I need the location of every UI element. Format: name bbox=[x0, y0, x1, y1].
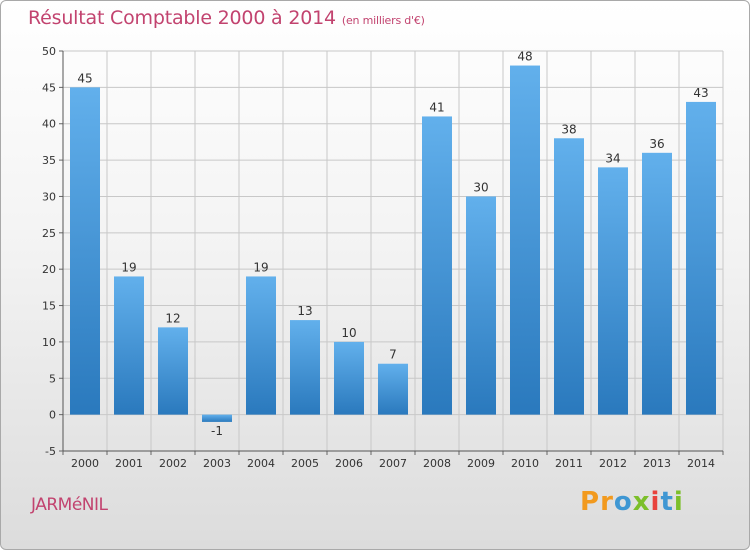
data-label: 19 bbox=[253, 260, 268, 274]
x-tick-label: 2009 bbox=[467, 457, 495, 470]
x-tick-label: 2002 bbox=[159, 457, 187, 470]
x-tick-label: 2010 bbox=[511, 457, 539, 470]
x-tick-label: 2012 bbox=[599, 457, 627, 470]
logo-letter: o bbox=[613, 487, 633, 517]
logo-letter: P bbox=[580, 487, 601, 517]
y-tick-label: 5 bbox=[49, 372, 56, 385]
bar-2009 bbox=[466, 196, 496, 415]
data-label: 30 bbox=[473, 180, 488, 194]
bar-2006 bbox=[334, 341, 364, 415]
x-tick-label: 2000 bbox=[71, 457, 99, 470]
x-tick-label: 2007 bbox=[379, 457, 407, 470]
chart-subtitle: (en milliers d'€) bbox=[341, 14, 425, 27]
bars bbox=[70, 65, 716, 422]
logo-letter: i bbox=[650, 487, 661, 517]
bar-2008 bbox=[422, 116, 452, 415]
data-label: 7 bbox=[389, 348, 397, 362]
proxiti-logo: Proxiti bbox=[580, 487, 684, 517]
bar-2007 bbox=[378, 363, 408, 415]
y-tick-label: 50 bbox=[42, 45, 56, 58]
bar-2004 bbox=[246, 276, 276, 415]
x-tick-label: 2013 bbox=[643, 457, 671, 470]
y-tick-label: 25 bbox=[42, 227, 56, 240]
logo-letter: r bbox=[600, 487, 614, 517]
labels: -5 0 5 10 15 20 25 30 35 40 45 50 45 2000 19 2001 12 2002… bbox=[42, 45, 715, 470]
data-label: 36 bbox=[649, 137, 664, 151]
bar-2002 bbox=[158, 327, 188, 415]
y-tick-label: 10 bbox=[42, 336, 56, 349]
bar-2001 bbox=[114, 276, 144, 415]
y-tick-label: 40 bbox=[42, 118, 56, 131]
bar-2000 bbox=[70, 87, 100, 415]
y-tick-label: 15 bbox=[42, 300, 56, 313]
data-label: -1 bbox=[211, 424, 223, 438]
logo-letter: t bbox=[660, 487, 674, 517]
bar-2011 bbox=[554, 138, 584, 415]
logo-letter: x bbox=[632, 487, 651, 517]
x-tick-label: 2003 bbox=[203, 457, 231, 470]
data-label: 45 bbox=[77, 71, 92, 85]
y-tick-label: 45 bbox=[42, 81, 56, 94]
bar-2012 bbox=[598, 167, 628, 415]
axes bbox=[59, 50, 724, 455]
bar-2005 bbox=[290, 320, 320, 415]
chart-title: Résultat Comptable 2000 à 2014 (en millie… bbox=[28, 7, 425, 29]
data-label: 12 bbox=[165, 311, 180, 325]
x-tick-label: 2006 bbox=[335, 457, 363, 470]
title-text: Résultat Comptable 2000 à 2014 bbox=[28, 7, 336, 29]
data-label: 41 bbox=[429, 100, 444, 114]
x-tick-label: 2014 bbox=[687, 457, 715, 470]
y-tick-label: 35 bbox=[42, 154, 56, 167]
data-label: 10 bbox=[341, 326, 356, 340]
data-label: 38 bbox=[561, 122, 576, 136]
x-tick-label: 2005 bbox=[291, 457, 319, 470]
data-label: 43 bbox=[693, 86, 708, 100]
commune-name: JARMéNIL bbox=[31, 495, 108, 515]
bar-2003 bbox=[202, 414, 232, 422]
data-label: 34 bbox=[605, 151, 620, 165]
data-label: 19 bbox=[121, 260, 136, 274]
y-tick-label: 0 bbox=[49, 409, 56, 422]
data-label: 48 bbox=[517, 50, 532, 64]
y-tick-label: 30 bbox=[42, 190, 56, 203]
x-tick-label: 2011 bbox=[555, 457, 583, 470]
data-label: 13 bbox=[297, 304, 312, 318]
bar-2014 bbox=[686, 101, 716, 415]
x-tick-label: 2004 bbox=[247, 457, 275, 470]
logo-letter: i bbox=[673, 487, 684, 517]
y-tick-label: -5 bbox=[45, 445, 56, 458]
x-tick-label: 2008 bbox=[423, 457, 451, 470]
x-tick-label: 2001 bbox=[115, 457, 143, 470]
y-tick-label: 20 bbox=[42, 263, 56, 276]
bar-2013 bbox=[642, 152, 672, 415]
bar-2010 bbox=[510, 65, 540, 415]
